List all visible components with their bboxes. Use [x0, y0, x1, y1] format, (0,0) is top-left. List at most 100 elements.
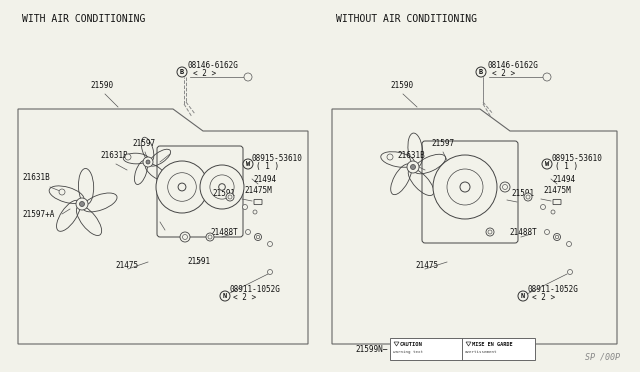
Text: 08911-1052G: 08911-1052G — [528, 285, 579, 294]
Text: MISE EN GARDE: MISE EN GARDE — [472, 342, 513, 347]
Circle shape — [206, 233, 214, 241]
Circle shape — [410, 164, 415, 170]
Circle shape — [246, 230, 250, 234]
Text: B: B — [180, 69, 184, 75]
Text: 21591: 21591 — [187, 257, 210, 266]
Text: N: N — [521, 293, 525, 299]
Circle shape — [551, 210, 555, 214]
Polygon shape — [18, 109, 308, 344]
Text: ( 1 ): ( 1 ) — [256, 162, 279, 171]
Circle shape — [200, 165, 244, 209]
Circle shape — [220, 291, 230, 301]
Circle shape — [543, 73, 551, 81]
Circle shape — [180, 232, 190, 242]
Circle shape — [219, 184, 225, 190]
Circle shape — [78, 200, 86, 208]
Text: 08911-1052G: 08911-1052G — [229, 285, 280, 294]
Polygon shape — [332, 109, 617, 344]
Text: 21631B: 21631B — [100, 151, 128, 160]
Text: 21488T: 21488T — [210, 228, 237, 237]
Circle shape — [156, 161, 208, 213]
Text: W: W — [545, 161, 549, 167]
Circle shape — [76, 198, 88, 210]
Circle shape — [79, 202, 84, 206]
Text: N: N — [223, 293, 227, 299]
Text: 21599N—: 21599N— — [355, 346, 387, 355]
Circle shape — [568, 269, 573, 275]
Circle shape — [59, 189, 65, 195]
Circle shape — [255, 234, 262, 241]
Circle shape — [253, 210, 257, 214]
Text: 21488T: 21488T — [509, 228, 537, 237]
Bar — [390, 338, 535, 360]
Text: 21475M: 21475M — [543, 186, 571, 195]
Circle shape — [541, 205, 545, 209]
Text: 21597: 21597 — [431, 139, 454, 148]
Circle shape — [488, 230, 492, 234]
Circle shape — [554, 234, 561, 241]
Text: warning text: warning text — [393, 350, 423, 354]
Text: 21590: 21590 — [390, 81, 413, 90]
Circle shape — [433, 155, 497, 219]
Text: 21475: 21475 — [415, 261, 438, 270]
Text: 21597: 21597 — [132, 139, 155, 148]
Text: ( 1 ): ( 1 ) — [555, 162, 578, 171]
Circle shape — [268, 241, 273, 247]
Text: W: W — [246, 161, 250, 167]
Text: 21590: 21590 — [90, 81, 113, 90]
Circle shape — [146, 160, 150, 164]
Text: < 2 >: < 2 > — [492, 69, 515, 78]
Circle shape — [407, 161, 419, 173]
Circle shape — [243, 159, 253, 169]
Text: 08915-53610: 08915-53610 — [551, 154, 602, 163]
Circle shape — [566, 241, 572, 247]
Text: 08146-6162G: 08146-6162G — [188, 61, 239, 70]
Text: avertissement: avertissement — [465, 350, 497, 354]
Circle shape — [518, 291, 528, 301]
Circle shape — [178, 183, 186, 191]
Text: 21591: 21591 — [511, 189, 534, 198]
Circle shape — [268, 269, 273, 275]
Circle shape — [256, 235, 260, 239]
Circle shape — [243, 205, 248, 209]
Circle shape — [182, 234, 188, 240]
Text: WITHOUT AIR CONDITIONING: WITHOUT AIR CONDITIONING — [336, 14, 477, 24]
Text: < 2 >: < 2 > — [233, 293, 256, 302]
Circle shape — [447, 169, 483, 205]
Circle shape — [542, 159, 552, 169]
Text: SP /00P: SP /00P — [585, 353, 620, 362]
Text: 21597+A: 21597+A — [22, 210, 54, 219]
Circle shape — [502, 185, 508, 189]
Circle shape — [168, 173, 196, 201]
Text: CAUTION: CAUTION — [400, 342, 423, 347]
Text: B: B — [479, 69, 483, 75]
Circle shape — [409, 163, 417, 171]
Text: 21631B: 21631B — [397, 151, 425, 160]
Circle shape — [208, 235, 212, 239]
Circle shape — [244, 73, 252, 81]
Text: 08915-53610: 08915-53610 — [252, 154, 303, 163]
Text: 21475: 21475 — [115, 261, 138, 270]
Circle shape — [125, 154, 131, 160]
Text: WITH AIR CONDITIONING: WITH AIR CONDITIONING — [22, 14, 145, 24]
Circle shape — [460, 182, 470, 192]
Circle shape — [226, 193, 234, 201]
Text: 21475M: 21475M — [244, 186, 272, 195]
Text: 21494: 21494 — [253, 175, 276, 184]
Circle shape — [556, 235, 559, 239]
Circle shape — [500, 182, 510, 192]
Text: 21591: 21591 — [212, 189, 235, 198]
Circle shape — [145, 159, 151, 165]
Circle shape — [210, 175, 234, 199]
Text: 21631B: 21631B — [22, 173, 50, 182]
Circle shape — [228, 195, 232, 199]
Circle shape — [526, 195, 530, 199]
Circle shape — [143, 157, 153, 167]
Circle shape — [387, 154, 393, 160]
Circle shape — [524, 193, 532, 201]
Text: 21494: 21494 — [552, 175, 575, 184]
Circle shape — [486, 228, 494, 236]
Text: < 2 >: < 2 > — [532, 293, 555, 302]
Circle shape — [476, 67, 486, 77]
Circle shape — [177, 67, 187, 77]
